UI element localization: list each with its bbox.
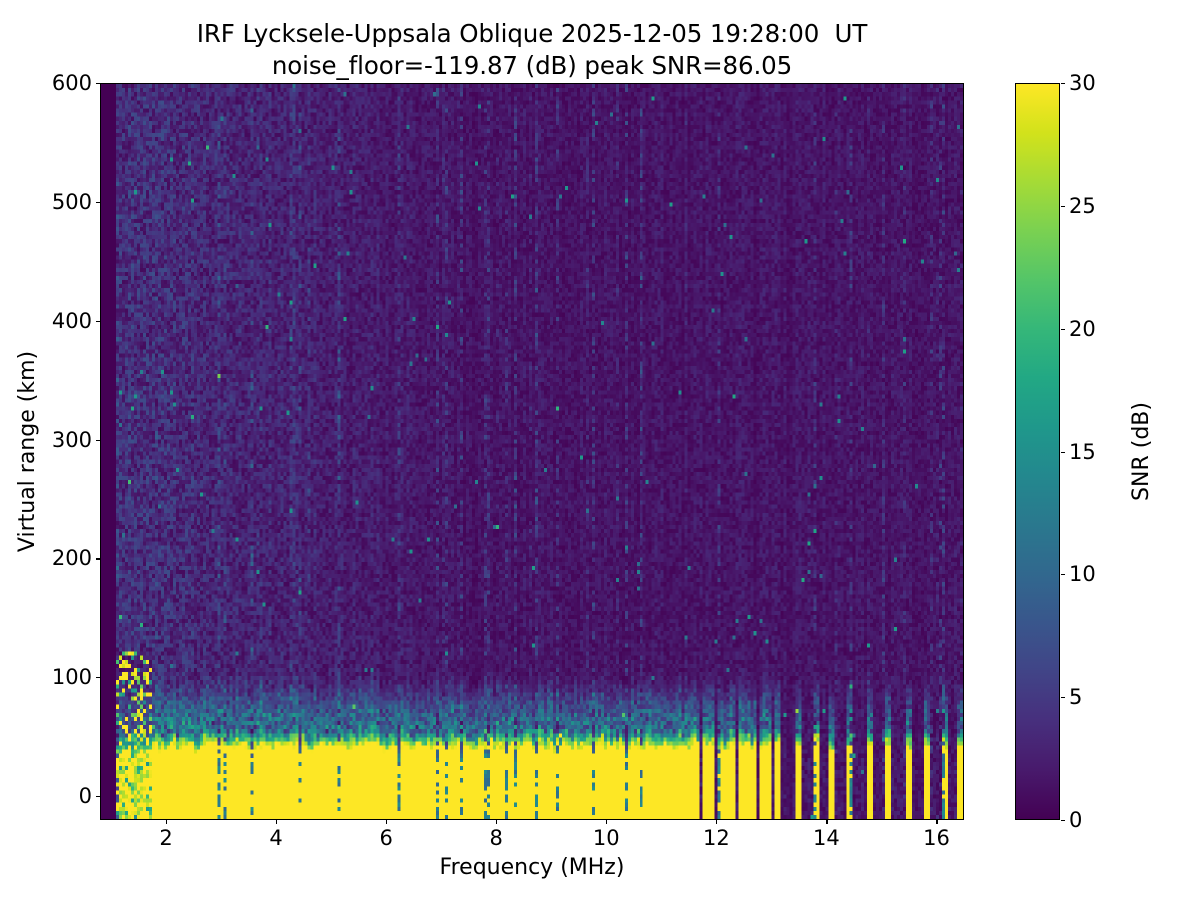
y-tick-mark bbox=[96, 83, 100, 85]
y-tick-label: 600 bbox=[51, 71, 92, 95]
y-tick-label: 100 bbox=[51, 665, 92, 690]
colorbar-gradient bbox=[1016, 84, 1059, 819]
colorbar-tick-label: 30 bbox=[1069, 71, 1096, 95]
y-tick-mark bbox=[96, 558, 100, 560]
plot-area bbox=[100, 83, 964, 820]
x-tick-label: 8 bbox=[489, 826, 503, 850]
x-tick-mark bbox=[496, 820, 498, 824]
y-tick-mark bbox=[96, 677, 100, 679]
chart-title: IRF Lycksele-Uppsala Oblique 2025-12-05 … bbox=[100, 18, 964, 82]
y-tick-label: 200 bbox=[51, 546, 92, 571]
colorbar-tick-mark bbox=[1061, 328, 1065, 330]
colorbar-tick-label: 25 bbox=[1069, 193, 1096, 218]
x-tick-label: 10 bbox=[592, 826, 620, 850]
colorbar-tick-label: 5 bbox=[1069, 685, 1083, 710]
x-tick-label: 14 bbox=[813, 826, 840, 850]
colorbar bbox=[1015, 83, 1060, 820]
chart-title-line-2: noise_floor=-119.87 (dB) peak SNR=86.05 bbox=[271, 51, 793, 80]
x-tick-label: 4 bbox=[269, 826, 283, 850]
y-axis-label: Virtual range (km) bbox=[15, 350, 40, 553]
x-tick-mark bbox=[716, 820, 718, 824]
colorbar-tick-mark bbox=[1061, 574, 1065, 576]
x-tick-label: 16 bbox=[923, 826, 950, 850]
y-tick-mark bbox=[96, 796, 100, 798]
x-tick-mark bbox=[936, 820, 938, 824]
y-tick-label: 400 bbox=[51, 308, 92, 333]
y-tick-label: 0 bbox=[78, 784, 92, 809]
colorbar-tick-label: 0 bbox=[1069, 808, 1083, 832]
chart-title-line-1: IRF Lycksele-Uppsala Oblique 2025-12-05 … bbox=[196, 19, 868, 48]
ionogram-heatmap bbox=[101, 84, 963, 819]
x-axis-label: Frequency (MHz) bbox=[439, 855, 625, 880]
colorbar-tick-mark bbox=[1061, 697, 1065, 699]
x-tick-mark bbox=[606, 820, 608, 824]
y-tick-mark bbox=[96, 201, 100, 203]
x-tick-mark bbox=[166, 820, 168, 824]
colorbar-tick-mark bbox=[1061, 205, 1065, 207]
y-tick-mark bbox=[96, 439, 100, 441]
x-tick-mark bbox=[386, 820, 388, 824]
y-tick-mark bbox=[96, 320, 100, 322]
y-tick-label: 500 bbox=[51, 189, 92, 214]
colorbar-tick-mark bbox=[1061, 820, 1065, 822]
x-tick-label: 6 bbox=[379, 826, 393, 850]
colorbar-tick-label: 10 bbox=[1069, 562, 1096, 587]
x-tick-label: 2 bbox=[159, 826, 173, 850]
x-tick-mark bbox=[276, 820, 278, 824]
x-tick-label: 12 bbox=[702, 826, 730, 850]
x-tick-mark bbox=[826, 820, 828, 824]
colorbar-tick-mark bbox=[1061, 451, 1065, 453]
colorbar-label: SNR (dB) bbox=[1129, 402, 1154, 501]
colorbar-tick-label: 15 bbox=[1069, 439, 1096, 464]
colorbar-tick-mark bbox=[1061, 83, 1065, 85]
y-tick-label: 300 bbox=[51, 427, 92, 452]
colorbar-tick-label: 20 bbox=[1069, 316, 1096, 341]
